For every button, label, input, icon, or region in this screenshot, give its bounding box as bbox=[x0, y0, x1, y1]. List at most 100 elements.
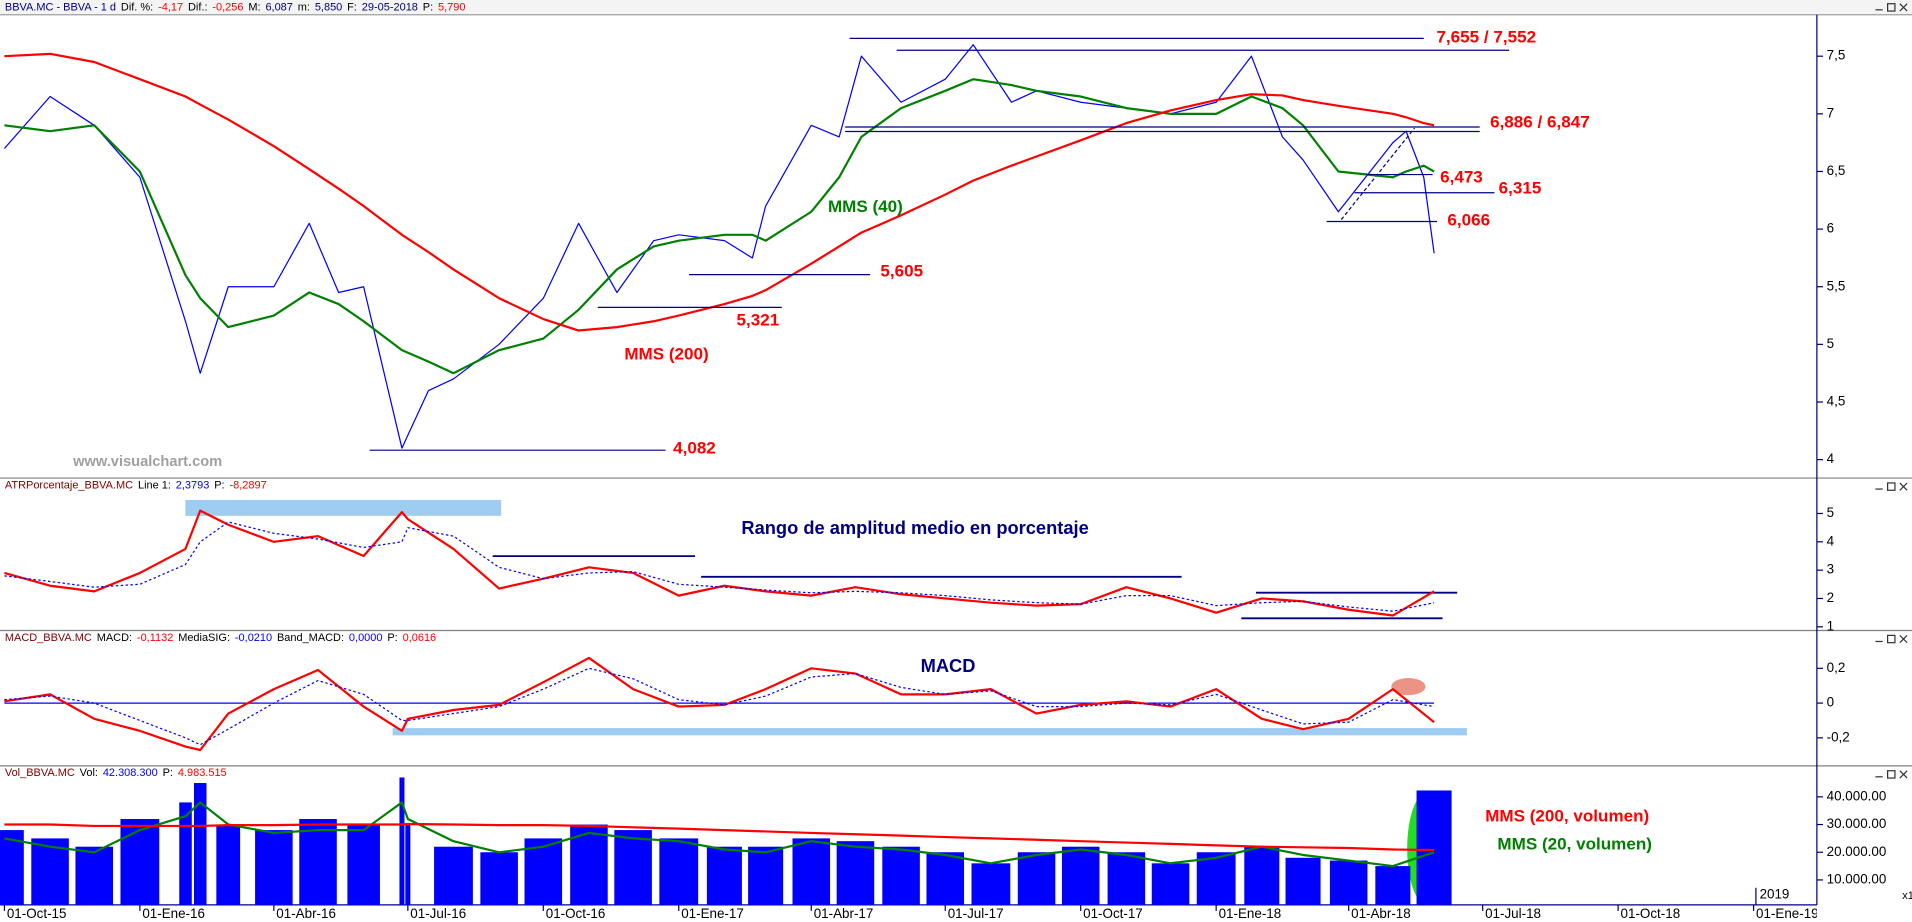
header-part: M: bbox=[248, 1, 260, 13]
x-tick-label: 01-Abr-18 bbox=[1351, 906, 1411, 921]
series-line bbox=[4, 667, 1435, 746]
panel-header: Vol_BBVA.MC Vol: 42.308.300 P: 4.983.515 bbox=[5, 767, 227, 779]
y-tick-label: 40.000.00 bbox=[1827, 788, 1887, 803]
panel-header: ATRPorcentaje_BBVA.MC Line 1: 2,3793 P: -8,2… bbox=[5, 479, 267, 491]
level-label: 7,655 / 7,552 bbox=[1436, 27, 1536, 46]
y-tick-label: 10.000.00 bbox=[1827, 871, 1887, 886]
volume-bar bbox=[399, 777, 405, 905]
annotation: 2019 bbox=[1760, 887, 1790, 902]
volume-bar bbox=[299, 819, 337, 905]
volume-bar bbox=[255, 830, 293, 905]
volume-bar bbox=[1375, 866, 1411, 905]
x-tick-label: 01-Ene-16 bbox=[142, 906, 205, 921]
volume-bar bbox=[882, 846, 920, 905]
trend-line bbox=[1340, 127, 1415, 220]
level-label: 6,066 bbox=[1447, 210, 1490, 229]
y-tick-label: 5 bbox=[1827, 505, 1834, 520]
header-part: F: bbox=[347, 1, 357, 13]
volume-bar bbox=[1285, 857, 1321, 905]
volume-bar bbox=[1196, 852, 1236, 905]
volume-bar bbox=[1017, 852, 1056, 905]
header-part: 2,3793 bbox=[176, 479, 210, 491]
volume-bar bbox=[193, 783, 207, 905]
header-part: 5,850 bbox=[315, 1, 342, 13]
header-part: P: bbox=[163, 767, 173, 779]
volume-bar bbox=[1107, 852, 1146, 905]
y-tick-label: 0 bbox=[1827, 695, 1834, 710]
x-tick-label: 01-Ene-19 bbox=[1756, 906, 1819, 921]
volume-bar bbox=[1416, 790, 1452, 905]
volume-bar bbox=[405, 824, 411, 905]
volume-bar bbox=[926, 852, 965, 905]
series-line bbox=[4, 656, 1435, 752]
x-tick-label: 01-Abr-17 bbox=[814, 906, 874, 921]
level-label: 5,605 bbox=[880, 262, 923, 281]
series-line bbox=[4, 509, 1435, 617]
level-label: 4,082 bbox=[673, 438, 716, 457]
y-tick-label: 7,5 bbox=[1827, 48, 1846, 63]
x-tick-label: 01-Ene-17 bbox=[681, 906, 744, 921]
volume-bar bbox=[1061, 846, 1100, 905]
header-part: 29-05-2018 bbox=[362, 1, 418, 13]
y-tick-label: 1 bbox=[1827, 618, 1834, 633]
volume-bar bbox=[1151, 863, 1190, 905]
header-part: 4.983.515 bbox=[178, 767, 227, 779]
y-tick-label: 4,5 bbox=[1827, 394, 1846, 409]
y-tick-label: 6,5 bbox=[1827, 163, 1846, 178]
overlay: BBVA.MC - BBVA - 1 d Dif. %: -4,17 Dif.: -0,… bbox=[3, 1, 1912, 911]
highlight-band bbox=[392, 728, 1467, 736]
volume-bar bbox=[75, 846, 114, 905]
y-tick-label: 20.000.00 bbox=[1827, 844, 1887, 859]
y-tick-label: 4 bbox=[1827, 533, 1835, 548]
header-part: BBVA.MC - BBVA - 1 d bbox=[5, 1, 116, 13]
annotation: x10 bbox=[1902, 890, 1912, 902]
volume-bar bbox=[179, 802, 192, 905]
volume-bar bbox=[1329, 860, 1368, 905]
panel-header: MACD_BBVA.MC MACD: -0,1132 MediaSIG: -0,0210… bbox=[5, 632, 436, 644]
y-tick-label: -0,2 bbox=[1827, 729, 1850, 744]
volume-bar bbox=[434, 846, 473, 905]
series-line bbox=[4, 822, 1435, 852]
header-part: 42.308.300 bbox=[103, 767, 158, 779]
x-tick-label: 01-Oct-16 bbox=[546, 906, 606, 921]
volume-bar bbox=[792, 838, 831, 905]
header-part: -0,256 bbox=[212, 1, 243, 13]
window-buttons[interactable] bbox=[1875, 770, 1908, 779]
x-tick-label: 01-Ene-18 bbox=[1219, 906, 1282, 921]
y-tick-label: 6 bbox=[1827, 221, 1834, 236]
x-tick-label: 01-Abr-16 bbox=[276, 906, 336, 921]
series-label: MMS (20, volumen) bbox=[1497, 835, 1652, 854]
header-part: 5,790 bbox=[438, 1, 465, 13]
header-part: -0,1132 bbox=[137, 632, 173, 644]
y-tick-label: 3 bbox=[1827, 562, 1834, 577]
volume-bar bbox=[31, 838, 69, 905]
y-tick-label: 2 bbox=[1827, 590, 1834, 605]
annotation: Rango de amplitud medio en porcentaje bbox=[741, 517, 1088, 538]
x-tick-label: 01-Jul-17 bbox=[948, 906, 1004, 921]
annotation: MACD bbox=[921, 655, 976, 676]
header-part: ATRPorcentaje_BBVA.MC bbox=[5, 479, 133, 491]
volume-bar bbox=[570, 824, 608, 905]
volume-bar bbox=[971, 863, 1011, 905]
series-line bbox=[3, 44, 1435, 449]
window-buttons[interactable] bbox=[1875, 634, 1908, 644]
level-label: 5,321 bbox=[737, 310, 780, 329]
header-part: Dif.: bbox=[188, 1, 208, 13]
level-label: 6,886 / 6,847 bbox=[1490, 113, 1590, 132]
header-part: Line 1: bbox=[138, 479, 171, 491]
volume-bar bbox=[1244, 846, 1280, 905]
level-label: 6,315 bbox=[1499, 179, 1542, 198]
header-part: Vol: bbox=[80, 767, 98, 779]
volume-bar bbox=[659, 838, 699, 905]
series-line bbox=[4, 52, 1435, 332]
plot-area: 01-Oct-15 01-Ene-16 01-Abr-16 01-Jul-16 01-O… bbox=[0, 37, 1819, 921]
x-tick-label: 01-Oct-15 bbox=[7, 906, 67, 921]
window-buttons[interactable] bbox=[1875, 3, 1908, 12]
volume-bar bbox=[524, 838, 563, 905]
window-buttons[interactable] bbox=[1875, 482, 1908, 491]
highlight-band bbox=[185, 500, 502, 516]
y-tick-label: 30.000.00 bbox=[1827, 816, 1887, 831]
series-label: MMS (40) bbox=[828, 197, 903, 216]
volume-bar bbox=[480, 852, 518, 905]
